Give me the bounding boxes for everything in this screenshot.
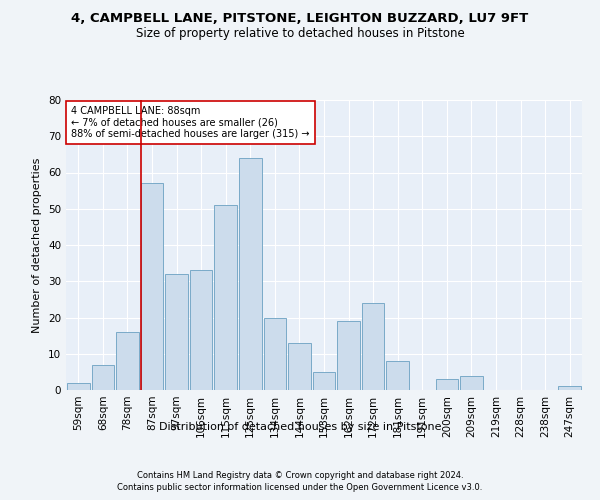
Bar	[362, 303, 385, 390]
Bar	[140, 184, 163, 390]
Bar	[436, 379, 458, 390]
Bar	[92, 364, 114, 390]
Text: 4, CAMPBELL LANE, PITSTONE, LEIGHTON BUZZARD, LU7 9FT: 4, CAMPBELL LANE, PITSTONE, LEIGHTON BUZ…	[71, 12, 529, 26]
Text: Contains public sector information licensed under the Open Government Licence v3: Contains public sector information licen…	[118, 484, 482, 492]
Bar	[559, 386, 581, 390]
Text: 4 CAMPBELL LANE: 88sqm
← 7% of detached houses are smaller (26)
88% of semi-deta: 4 CAMPBELL LANE: 88sqm ← 7% of detached …	[71, 106, 310, 139]
Bar	[288, 343, 311, 390]
Bar	[239, 158, 262, 390]
Bar	[460, 376, 483, 390]
Text: Size of property relative to detached houses in Pitstone: Size of property relative to detached ho…	[136, 28, 464, 40]
Text: Contains HM Land Registry data © Crown copyright and database right 2024.: Contains HM Land Registry data © Crown c…	[137, 471, 463, 480]
Bar	[263, 318, 286, 390]
Bar	[165, 274, 188, 390]
Bar	[190, 270, 212, 390]
Bar	[337, 321, 360, 390]
Y-axis label: Number of detached properties: Number of detached properties	[32, 158, 43, 332]
Text: Distribution of detached houses by size in Pitstone: Distribution of detached houses by size …	[159, 422, 441, 432]
Bar	[214, 205, 237, 390]
Bar	[116, 332, 139, 390]
Bar	[386, 361, 409, 390]
Bar	[67, 383, 89, 390]
Bar	[313, 372, 335, 390]
